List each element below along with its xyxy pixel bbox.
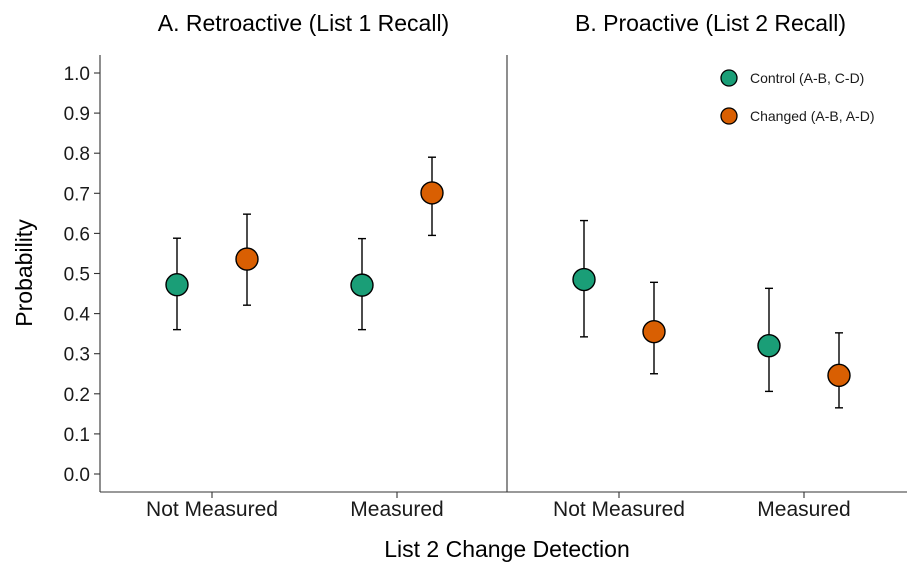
- legend-label: Changed (A-B, A-D): [750, 108, 875, 124]
- y-tick-label: 1.0: [64, 64, 90, 85]
- data-point: [572, 267, 596, 292]
- y-tick-label: 0.6: [64, 224, 90, 245]
- data-point: [165, 273, 189, 297]
- x-axis-title: List 2 Change Detection: [384, 536, 630, 562]
- y-tick-label: 0.7: [64, 184, 90, 205]
- legend-marker: [720, 69, 738, 87]
- y-tick-label: 0.3: [64, 345, 90, 366]
- y-axis-title: Probability: [11, 219, 37, 327]
- data-point: [642, 319, 666, 344]
- y-axis: 0.0 0.1 0.2 0.3 0.4 0.5 0.6 0.7 0.8 0.9 1.0: [64, 64, 100, 486]
- y-tick-label: 0.4: [64, 305, 91, 326]
- panels: A. Retroactive (List 1 Recall) Not Measur…: [99, 10, 907, 521]
- panel-title: A. Retroactive (List 1 Recall): [158, 10, 449, 36]
- x-tick-label: Not Measured: [146, 498, 278, 521]
- y-tick-label: 0.5: [64, 265, 90, 286]
- panel-title: B. Proactive (List 2 Recall): [575, 10, 846, 36]
- y-tick-label: 0.8: [64, 144, 90, 165]
- legend-marker: [720, 107, 738, 125]
- y-tick-label: 0.0: [64, 465, 90, 486]
- y-tick-label: 0.2: [64, 385, 90, 406]
- data-point: [757, 333, 781, 358]
- y-tick-label: 0.9: [64, 104, 90, 125]
- x-tick-label: Measured: [757, 498, 850, 521]
- panel: B. Proactive (List 2 Recall) Not Measured…: [506, 10, 907, 521]
- data-point: [235, 247, 259, 271]
- data-point: [350, 273, 374, 297]
- legend-label: Control (A-B, C-D): [750, 70, 864, 86]
- data-point: [827, 363, 851, 388]
- panel: A. Retroactive (List 1 Recall) Not Measur…: [99, 10, 507, 521]
- x-tick-label: Measured: [350, 498, 443, 521]
- data-point: [420, 181, 444, 205]
- legend: Control (A-B, C-D) Changed (A-B, A-D): [720, 69, 875, 125]
- x-tick-label: Not Measured: [553, 498, 685, 521]
- y-tick-label: 0.1: [64, 425, 90, 446]
